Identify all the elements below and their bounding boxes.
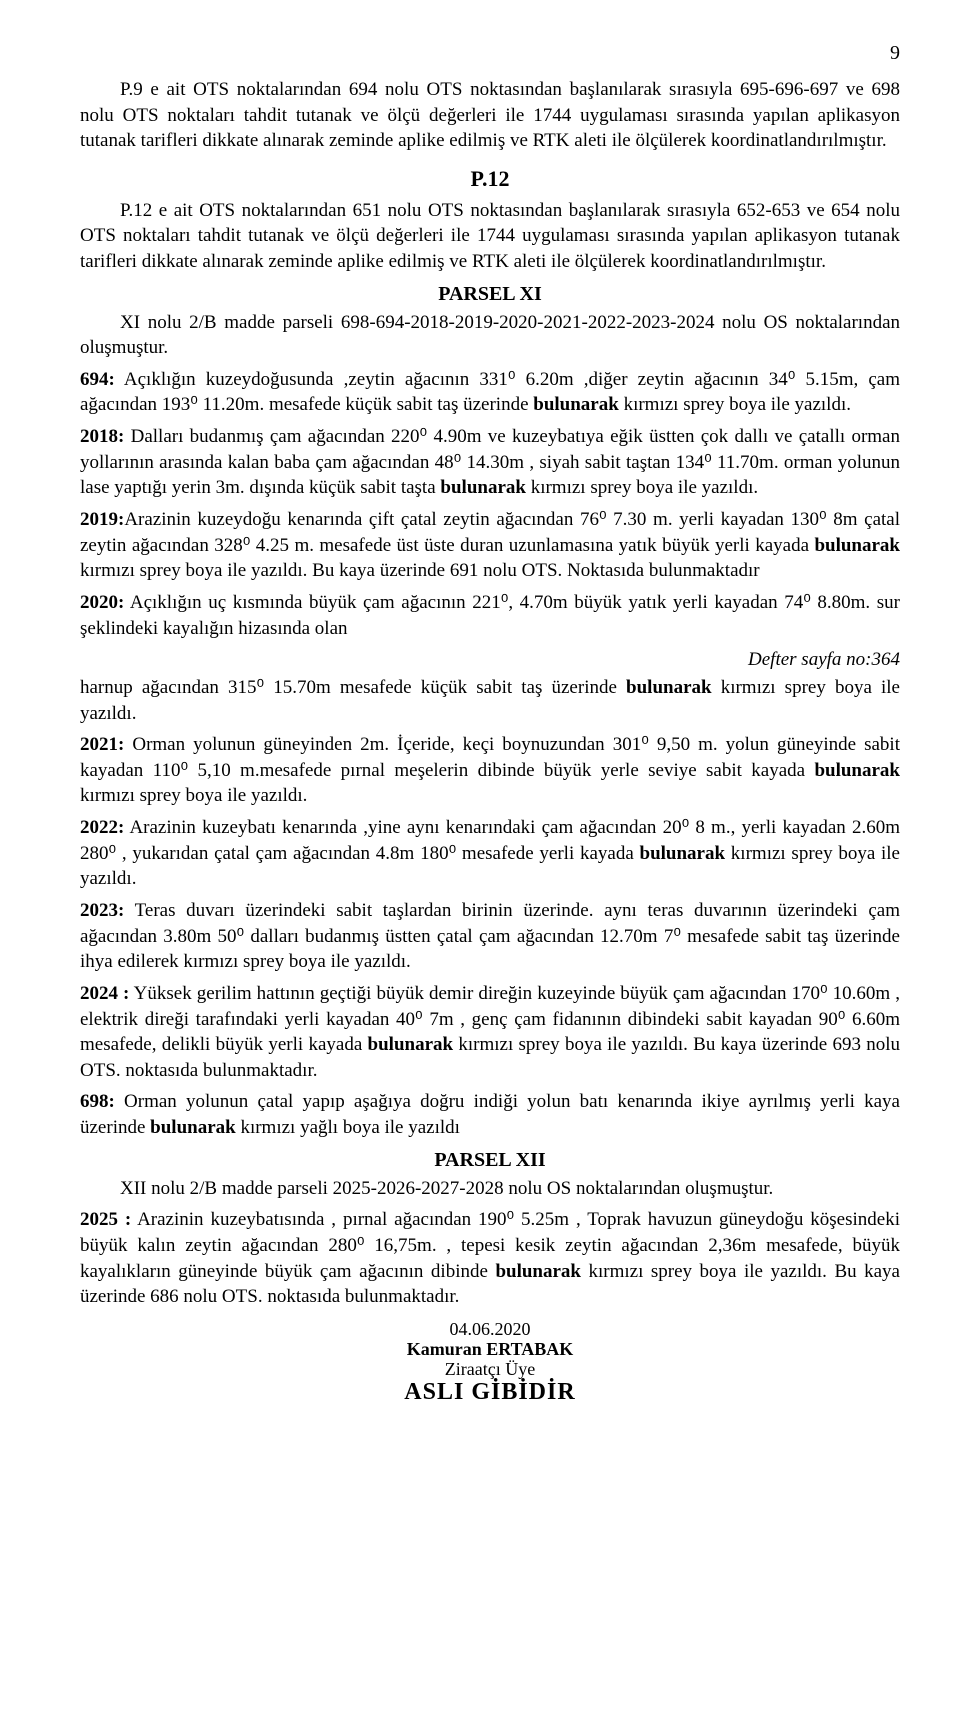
entry-bold: bulunarak — [814, 535, 900, 556]
entry-bold: bulunarak — [626, 677, 712, 698]
entry-text: kırmızı sprey boya ile yazıldı. Bu kaya … — [80, 560, 760, 581]
entry-text: Açıklığın uç kısmında büyük çam ağacının… — [80, 592, 900, 639]
entry-2020: 2020: Açıklığın uç kısmında büyük çam ağ… — [80, 590, 900, 641]
entry-label: 2024 : — [80, 983, 129, 1004]
entry-label: 2019: — [80, 509, 124, 530]
entry-2023: 2023: Teras duvarı üzerindeki sabit taşl… — [80, 898, 900, 975]
entry-bold: bulunarak — [533, 394, 619, 415]
entry-label: 2021: — [80, 734, 124, 755]
signature-title: Ziraatçı Üye — [80, 1360, 900, 1380]
entry-label: 2025 : — [80, 1209, 131, 1230]
paragraph-p9: P.9 e ait OTS noktalarından 694 nolu OTS… — [80, 77, 900, 154]
paragraph-p12: P.12 e ait OTS noktalarından 651 nolu OT… — [80, 198, 900, 275]
entry-label: 2022: — [80, 817, 124, 838]
signature-stamp: ASLI GİBİDİR — [80, 1379, 900, 1405]
entry-bold: bulunarak — [495, 1261, 581, 1282]
parsel-xii-intro: XII nolu 2/B madde parseli 2025-2026-202… — [80, 1176, 900, 1202]
signature-block: 04.06.2020 Kamuran ERTABAK Ziraatçı Üye … — [80, 1320, 900, 1406]
heading-parsel-xi: PARSEL XI — [80, 281, 900, 308]
heading-p12: P.12 — [80, 164, 900, 194]
entry-694: 694: Açıklığın kuzeydoğusunda ,zeytin ağ… — [80, 367, 900, 418]
signature-name: Kamuran ERTABAK — [80, 1340, 900, 1360]
heading-parsel-xii: PARSEL XII — [80, 1147, 900, 1174]
page-number: 9 — [80, 40, 900, 67]
entry-label: 2018: — [80, 426, 124, 447]
entry-text: Teras duvarı üzerindeki sabit taşlardan … — [80, 900, 900, 972]
entry-bold: bulunarak — [640, 843, 726, 864]
entry-label: 698: — [80, 1091, 115, 1112]
entry-2022: 2022: Arazinin kuzeybatı kenarında ,yine… — [80, 815, 900, 892]
entry-text: Orman yolunun güneyinden 2m. İçeride, ke… — [80, 734, 900, 781]
entry-698: 698: Orman yolunun çatal yapıp aşağıya d… — [80, 1089, 900, 1140]
entry-text: kırmızı sprey boya ile yazıldı. — [619, 394, 851, 415]
defter-note: Defter sayfa no:364 — [80, 647, 900, 673]
entry-text: Arazinin kuzeydoğu kenarında çift çatal … — [80, 509, 900, 556]
entry-label: 2020: — [80, 592, 124, 613]
entry-2018: 2018: Dalları budanmış çam ağacından 220… — [80, 424, 900, 501]
entry-2019: 2019:Arazinin kuzeydoğu kenarında çift ç… — [80, 507, 900, 584]
entry-2025: 2025 : Arazinin kuzeybatısında , pırnal … — [80, 1207, 900, 1310]
entry-bold: bulunarak — [368, 1034, 454, 1055]
entry-bold: bulunarak — [814, 760, 900, 781]
entry-text: kırmızı sprey boya ile yazıldı. — [526, 477, 758, 498]
signature-date: 04.06.2020 — [80, 1320, 900, 1340]
entry-text: kırmızı yağlı boya ile yazıldı — [236, 1117, 460, 1138]
parsel-xi-intro: XI nolu 2/B madde parseli 698-694-2018-2… — [80, 310, 900, 361]
entry-label: 694: — [80, 369, 115, 390]
entry-2024: 2024 : Yüksek gerilim hattının geçtiği b… — [80, 981, 900, 1084]
entry-text: kırmızı sprey boya ile yazıldı. — [80, 785, 307, 806]
entry-label: 2023: — [80, 900, 124, 921]
entry-bold: bulunarak — [440, 477, 526, 498]
entry-bold: bulunarak — [150, 1117, 236, 1138]
entry-2020-cont: harnup ağacından 315⁰ 15.70m mesafede kü… — [80, 675, 900, 726]
entry-text: harnup ağacından 315⁰ 15.70m mesafede kü… — [80, 677, 626, 698]
entry-2021: 2021: Orman yolunun güneyinden 2m. İçeri… — [80, 732, 900, 809]
